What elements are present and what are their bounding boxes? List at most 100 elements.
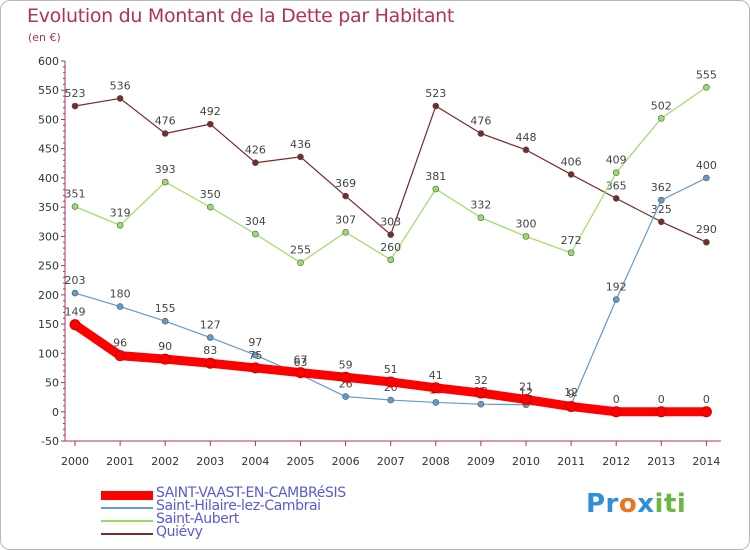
data-point bbox=[567, 249, 575, 257]
x-tick-label: 2014 bbox=[692, 455, 720, 468]
data-label: 555 bbox=[696, 68, 717, 81]
legend-label: SAINT-VAAST-EN-CAMBRéSIS bbox=[156, 485, 346, 501]
data-label: 303 bbox=[380, 216, 401, 229]
legend-swatch bbox=[101, 519, 153, 522]
data-label: 369 bbox=[335, 177, 356, 190]
legend-label: Quiévy bbox=[156, 524, 203, 540]
x-tick-label: 2001 bbox=[106, 455, 134, 468]
data-point bbox=[612, 169, 620, 176]
data-label: 260 bbox=[380, 241, 401, 254]
x-tick-label: 2005 bbox=[287, 455, 315, 468]
data-label: 492 bbox=[200, 105, 221, 118]
data-label: 0 bbox=[613, 393, 620, 406]
y-tick-label: 50 bbox=[45, 377, 59, 390]
data-label: 32 bbox=[474, 374, 488, 387]
data-point bbox=[161, 317, 169, 325]
data-label: 63 bbox=[294, 356, 308, 369]
x-tick-label: 2003 bbox=[196, 455, 224, 468]
data-label: 436 bbox=[290, 138, 311, 151]
data-point bbox=[204, 357, 216, 369]
data-label: 90 bbox=[158, 340, 172, 353]
data-label: 523 bbox=[425, 87, 446, 100]
data-point bbox=[657, 114, 665, 122]
data-point bbox=[71, 102, 79, 110]
data-point bbox=[432, 185, 440, 193]
data-point bbox=[387, 256, 395, 264]
data-label: 307 bbox=[335, 213, 356, 226]
y-tick-label: 400 bbox=[38, 172, 59, 185]
data-label: 290 bbox=[696, 223, 717, 236]
x-tick-label: 2006 bbox=[332, 455, 360, 468]
data-point bbox=[657, 196, 665, 204]
data-label: 203 bbox=[65, 274, 86, 287]
data-point bbox=[295, 367, 306, 379]
data-point bbox=[116, 95, 124, 102]
data-point bbox=[565, 401, 577, 413]
data-point bbox=[116, 303, 124, 310]
x-tick-label: 2012 bbox=[602, 455, 630, 468]
data-label: 406 bbox=[561, 155, 582, 168]
data-label: 332 bbox=[470, 199, 491, 212]
x-tick-label: 2008 bbox=[422, 455, 450, 468]
y-tick-label: 350 bbox=[38, 201, 59, 214]
data-point bbox=[387, 231, 395, 238]
data-label: 59 bbox=[339, 358, 353, 371]
data-label: 300 bbox=[516, 217, 537, 230]
data-label: 393 bbox=[155, 163, 176, 176]
data-point bbox=[655, 406, 667, 418]
data-label: 21 bbox=[519, 380, 533, 393]
data-label: 127 bbox=[200, 319, 221, 332]
data-label: 192 bbox=[606, 281, 627, 294]
data-label: 255 bbox=[290, 244, 311, 257]
data-label: 400 bbox=[696, 159, 717, 172]
data-label: 536 bbox=[110, 79, 131, 92]
data-label: 448 bbox=[516, 131, 537, 144]
data-point bbox=[207, 120, 214, 128]
data-label: 97 bbox=[248, 336, 262, 349]
x-tick-label: 2000 bbox=[61, 455, 89, 468]
data-label: 75 bbox=[248, 349, 262, 362]
data-point bbox=[432, 102, 440, 110]
data-point bbox=[475, 387, 487, 399]
data-label: 272 bbox=[561, 234, 582, 247]
y-tick-label: 550 bbox=[38, 84, 59, 97]
data-point bbox=[342, 393, 349, 400]
data-point bbox=[252, 159, 259, 167]
data-point bbox=[340, 371, 352, 383]
data-label: 351 bbox=[65, 188, 86, 201]
data-label: 325 bbox=[651, 203, 672, 216]
data-point bbox=[477, 130, 485, 137]
data-label: 350 bbox=[200, 188, 221, 201]
legend-swatch bbox=[101, 532, 153, 535]
data-label: 51 bbox=[384, 363, 398, 376]
data-point bbox=[207, 334, 214, 341]
data-label: 502 bbox=[651, 99, 672, 112]
y-tick-label: 250 bbox=[38, 260, 59, 273]
data-point bbox=[249, 362, 261, 374]
x-tick-label: 2004 bbox=[241, 455, 269, 468]
x-tick-label: 2009 bbox=[467, 455, 495, 468]
data-label: 0 bbox=[703, 393, 710, 406]
data-label: 476 bbox=[155, 114, 176, 127]
y-tick-label: 500 bbox=[38, 113, 59, 126]
data-label: 149 bbox=[65, 306, 86, 319]
data-point bbox=[297, 259, 304, 266]
data-point bbox=[159, 353, 171, 365]
data-point bbox=[477, 214, 485, 221]
data-point bbox=[116, 221, 124, 229]
y-tick-label: 200 bbox=[38, 289, 59, 302]
x-tick-label: 2011 bbox=[557, 455, 585, 468]
data-point bbox=[520, 393, 532, 405]
data-point bbox=[432, 399, 440, 406]
data-point bbox=[522, 146, 530, 154]
legend-label: Saint-Hilaire-lez-Cambrai bbox=[156, 498, 321, 514]
data-point bbox=[252, 351, 259, 359]
data-label: 304 bbox=[245, 215, 266, 228]
data-label: 9 bbox=[568, 388, 575, 401]
x-tick-label: 2013 bbox=[647, 455, 675, 468]
data-point bbox=[703, 174, 710, 182]
data-point bbox=[161, 130, 169, 137]
data-label: 381 bbox=[425, 170, 446, 183]
